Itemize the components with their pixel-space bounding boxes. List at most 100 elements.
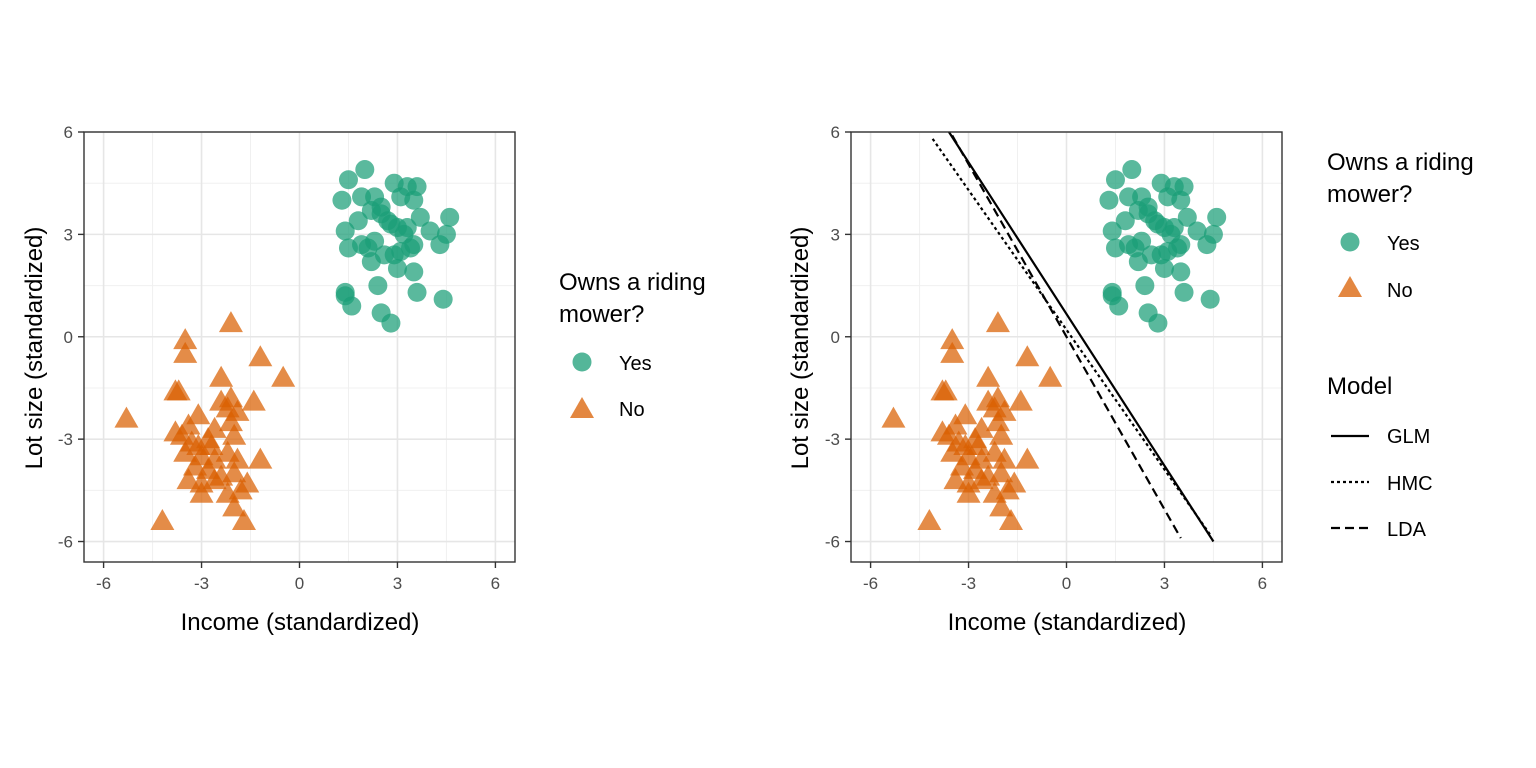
right-point-yes xyxy=(1148,313,1168,333)
left-point-yes xyxy=(430,235,450,255)
right-point-yes xyxy=(1187,221,1207,241)
right-point-no xyxy=(933,379,958,401)
right-point-yes xyxy=(1207,207,1227,227)
right-scatter-panel: -6 -3 0 3 6 -6 -3 0 3 6 xyxy=(825,123,1283,593)
right-point-no xyxy=(995,478,1020,500)
right-point-yes xyxy=(1119,187,1139,207)
left-point-no xyxy=(114,406,139,428)
right-point-yes xyxy=(1158,187,1178,207)
right-legend-no-symbol xyxy=(1338,276,1362,297)
left-point-no xyxy=(199,433,224,455)
right-y-tick-label: -6 xyxy=(825,533,840,552)
right-y-tick-label: -3 xyxy=(825,430,840,449)
left-y-tick-label: 3 xyxy=(64,225,73,244)
left-y-tick-label: -3 xyxy=(58,430,73,449)
left-legend-no-label: No xyxy=(619,399,645,421)
left-point-yes xyxy=(407,282,427,302)
right-point-yes xyxy=(1171,262,1191,282)
left-x-tick-label: 0 xyxy=(295,574,304,593)
right-legend-no-label: No xyxy=(1387,280,1413,302)
left-point-yes xyxy=(368,276,388,296)
right-point-no xyxy=(1038,365,1063,387)
right-point-yes xyxy=(1174,282,1194,302)
model-legend-title: Model xyxy=(1327,373,1392,400)
left-scatter-panel: -6 -3 0 3 6 -6 -3 0 3 6 xyxy=(58,123,516,593)
left-point-yes xyxy=(335,286,355,306)
left-point-no xyxy=(166,379,191,401)
left-point-no xyxy=(218,311,243,333)
right-point-no xyxy=(989,423,1014,445)
left-point-no xyxy=(225,447,250,469)
right-point-no xyxy=(998,509,1023,531)
left-point-no xyxy=(186,403,211,425)
right-x-tick-label: -6 xyxy=(863,574,878,593)
left-x-tick-label: 6 xyxy=(491,574,500,593)
right-owner-legend: Owns a riding mower? Yes No xyxy=(1327,149,1474,302)
left-legend-no-symbol xyxy=(570,397,594,418)
right-point-no xyxy=(992,447,1017,469)
right-point-yes xyxy=(1168,238,1188,258)
right-point-no xyxy=(940,341,965,363)
right-point-yes xyxy=(1200,289,1220,309)
right-point-no xyxy=(917,509,942,531)
right-point-no xyxy=(881,406,906,428)
left-point-yes xyxy=(352,187,372,207)
left-x-tick-label: -3 xyxy=(194,574,209,593)
right-point-no xyxy=(940,328,965,350)
left-point-no xyxy=(231,509,256,531)
left-point-yes xyxy=(433,289,453,309)
model-line-glm xyxy=(948,131,1215,543)
right-point-no xyxy=(985,410,1010,432)
right-point-yes xyxy=(1099,190,1119,210)
right-point-no xyxy=(1015,447,1040,469)
right-point-yes xyxy=(1102,221,1122,241)
right-point-yes xyxy=(1122,160,1142,180)
left-point-no xyxy=(222,495,247,517)
left-point-no xyxy=(150,509,175,531)
left-x-tick-label: -6 xyxy=(96,574,111,593)
model-legend-lda-label: LDA xyxy=(1387,519,1427,541)
right-x-tick-label: 3 xyxy=(1160,574,1169,593)
right-point-no xyxy=(1008,389,1033,411)
right-point-no xyxy=(966,433,991,455)
left-point-no xyxy=(209,464,234,486)
right-point-yes xyxy=(1132,231,1152,251)
left-point-yes xyxy=(410,207,430,227)
right-point-yes xyxy=(1102,286,1122,306)
left-point-yes xyxy=(355,160,375,180)
right-point-no xyxy=(989,495,1014,517)
left-legend-title-line-1: Owns a riding xyxy=(559,269,706,296)
left-legend-yes-symbol xyxy=(572,352,592,372)
left-point-no xyxy=(222,461,247,483)
right-point-no xyxy=(985,311,1010,333)
right-point-yes xyxy=(1135,276,1155,296)
right-x-tick-label: -3 xyxy=(961,574,976,593)
left-point-yes xyxy=(335,221,355,241)
left-point-no xyxy=(179,430,204,452)
left-point-no xyxy=(173,328,198,350)
left-point-no xyxy=(241,389,266,411)
right-x-axis-title: Income (standardized) xyxy=(948,609,1187,636)
left-point-yes xyxy=(401,238,421,258)
right-point-no xyxy=(1015,345,1040,367)
left-point-no xyxy=(209,365,234,387)
model-line-hmc xyxy=(931,138,1212,536)
left-point-yes xyxy=(387,259,407,279)
model-legend-hmc-label: HMC xyxy=(1387,473,1433,495)
model-legend-glm-label: GLM xyxy=(1387,426,1430,448)
right-point-no xyxy=(946,430,971,452)
left-point-yes xyxy=(365,231,385,251)
left-point-yes xyxy=(420,221,440,241)
left-point-no xyxy=(189,481,214,503)
left-legend-title-line-2: mower? xyxy=(559,301,644,328)
right-point-no xyxy=(943,468,968,490)
right-y-axis-title: Lot size (standardized) xyxy=(787,227,814,470)
left-legend-yes-label: Yes xyxy=(619,353,652,375)
right-point-yes xyxy=(1115,211,1135,231)
right-point-no xyxy=(976,464,1001,486)
right-legend-title-line-2: mower? xyxy=(1327,181,1412,208)
right-legend-yes-label: Yes xyxy=(1387,233,1420,255)
right-model-legend: Model GLM HMC LDA xyxy=(1327,373,1433,541)
right-point-no xyxy=(953,403,978,425)
left-point-yes xyxy=(404,262,424,282)
